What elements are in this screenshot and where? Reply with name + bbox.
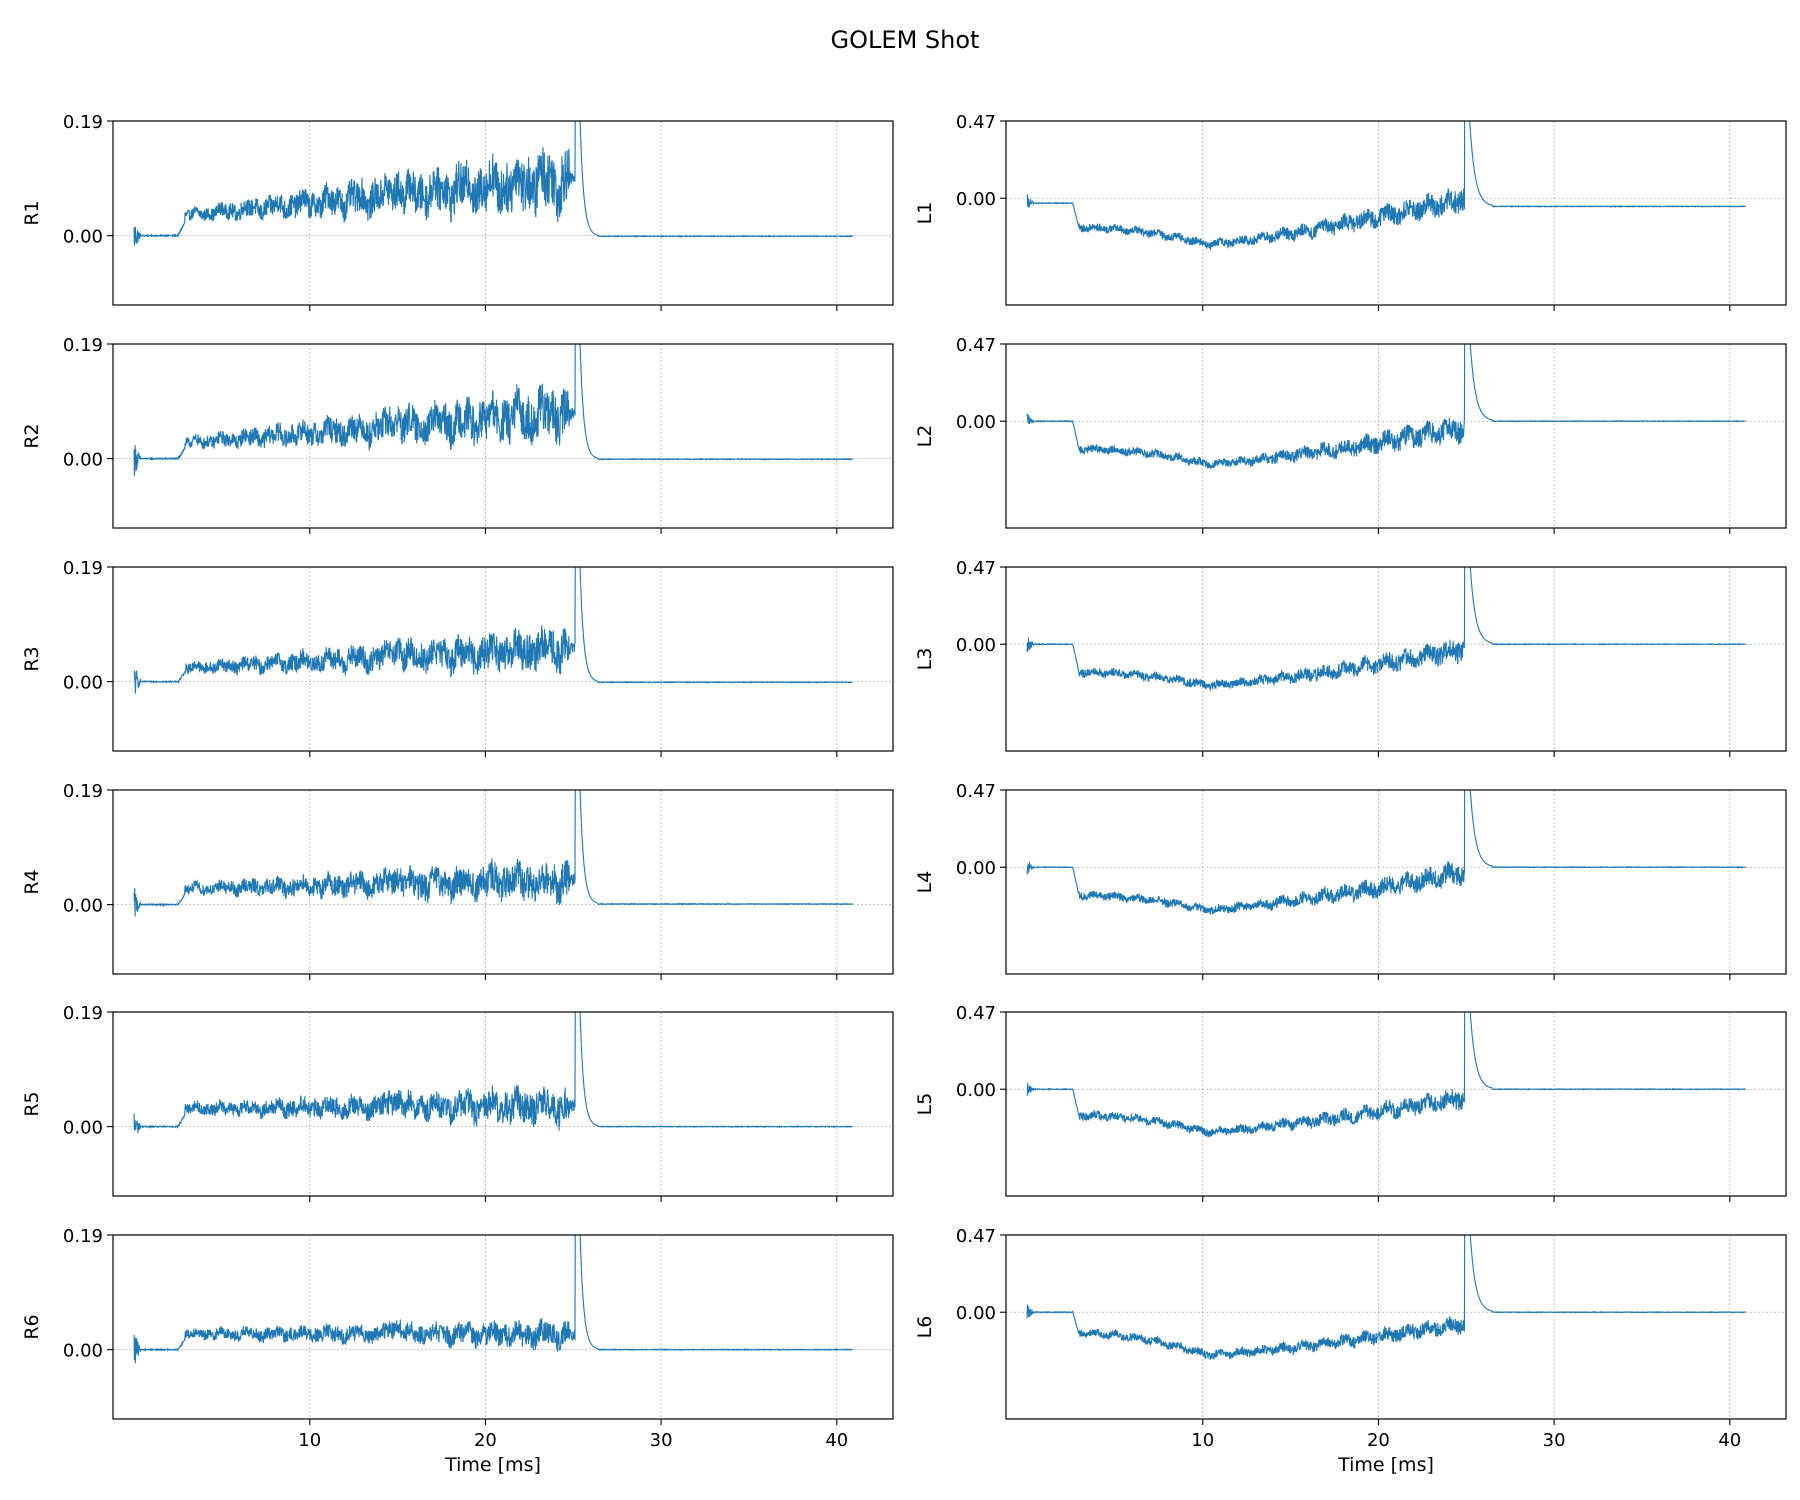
y-axis-label: L1 — [914, 202, 936, 225]
y-tick-label: 0.47 — [956, 1226, 996, 1247]
y-tick-label: 0.19 — [63, 558, 103, 579]
y-axis-label: R5 — [21, 1091, 43, 1116]
y-axis-label: R3 — [21, 646, 43, 671]
y-tick-label: 0.47 — [956, 558, 996, 579]
y-tick-label: 0.47 — [956, 335, 996, 356]
series-line-R3 — [133, 567, 853, 694]
y-tick-label: 0.00 — [956, 1303, 996, 1324]
x-tick-label: 40 — [1718, 1430, 1741, 1451]
series-line-L1 — [1026, 121, 1746, 251]
subplot-grid: 0.00 0.19 R1 0.00 0.19 R2 0.00 0.19 R3 0.00 0.19 R4… — [21, 112, 1787, 1476]
y-axis-label: L5 — [914, 1093, 936, 1116]
series-line-R2 — [133, 344, 854, 476]
subplot-R4: 0.00 0.19 R4 — [21, 781, 894, 980]
series-line-L2 — [1026, 344, 1746, 470]
axes-frame — [1005, 789, 1787, 975]
series-line-L4 — [1026, 790, 1746, 915]
subplot-L1: 0.00 0.47 L1 — [914, 112, 1787, 311]
x-tick-label: 10 — [298, 1430, 321, 1451]
series-line-L6 — [1026, 1235, 1746, 1360]
y-axis-label: R2 — [21, 423, 43, 448]
y-tick-label: 0.00 — [956, 858, 996, 879]
y-tick-label: 0.00 — [63, 896, 103, 917]
series-line-R5 — [133, 1012, 853, 1134]
y-tick-label: 0.00 — [63, 227, 103, 248]
y-axis-label: R4 — [21, 869, 43, 894]
subplot-L4: 0.00 0.47 L4 — [914, 781, 1787, 980]
subplot-L5: 0.00 0.47 L5 — [914, 1003, 1787, 1202]
axes-frame — [1005, 120, 1787, 306]
subplot-L2: 0.00 0.47 L2 — [914, 335, 1787, 534]
y-tick-label: 0.47 — [956, 112, 996, 133]
axes-frame — [1005, 1011, 1787, 1197]
x-tick-label: 30 — [650, 1430, 673, 1451]
y-tick-label: 0.19 — [63, 781, 103, 802]
y-tick-label: 0.00 — [956, 189, 996, 210]
x-tick-label: 40 — [825, 1430, 848, 1451]
axes-frame — [112, 120, 894, 306]
y-tick-label: 0.00 — [956, 635, 996, 656]
axes-frame — [1005, 1234, 1787, 1420]
y-tick-label: 0.19 — [63, 335, 103, 356]
x-tick-label: 30 — [1543, 1430, 1566, 1451]
figure-title: GOLEM Shot — [831, 26, 980, 54]
y-tick-label: 0.19 — [63, 1003, 103, 1024]
x-axis-label: Time [ms] — [1337, 1454, 1434, 1476]
axes-frame — [112, 566, 894, 752]
subplot-R3: 0.00 0.19 R3 — [21, 558, 894, 757]
series-line-R1 — [133, 121, 853, 246]
y-tick-label: 0.00 — [63, 673, 103, 694]
y-tick-label: 0.19 — [63, 112, 103, 133]
axes-frame — [112, 343, 894, 529]
axes-frame — [1005, 343, 1787, 529]
subplot-L3: 0.00 0.47 L3 — [914, 558, 1787, 757]
x-tick-label: 20 — [1367, 1430, 1390, 1451]
y-axis-label: L3 — [914, 648, 936, 671]
series-line-L3 — [1026, 567, 1746, 692]
axes-frame — [112, 789, 894, 975]
x-axis-label: Time [ms] — [444, 1454, 541, 1476]
subplot-R6: 0.00 0.19 10 20 30 40 R6 Time [ms] — [21, 1226, 894, 1476]
series-line-R4 — [133, 790, 854, 917]
series-line-R6 — [133, 1235, 853, 1364]
axes-frame — [112, 1234, 894, 1420]
x-tick-label: 10 — [1191, 1430, 1214, 1451]
x-tick-label: 20 — [474, 1430, 497, 1451]
y-tick-label: 0.00 — [63, 1118, 103, 1139]
y-tick-label: 0.00 — [956, 412, 996, 433]
axes-frame — [1005, 566, 1787, 752]
y-axis-label: R6 — [21, 1314, 43, 1339]
series-line-L5 — [1026, 1012, 1746, 1138]
y-tick-label: 0.00 — [956, 1080, 996, 1101]
axes-frame — [112, 1011, 894, 1197]
y-axis-label: L4 — [914, 871, 936, 894]
y-tick-label: 0.47 — [956, 1003, 996, 1024]
y-tick-label: 0.00 — [63, 1341, 103, 1362]
subplot-R1: 0.00 0.19 R1 — [21, 112, 894, 311]
y-axis-label: L6 — [914, 1316, 936, 1339]
y-tick-label: 0.00 — [63, 450, 103, 471]
subplot-R2: 0.00 0.19 R2 — [21, 335, 894, 534]
y-tick-label: 0.47 — [956, 781, 996, 802]
y-tick-label: 0.19 — [63, 1226, 103, 1247]
subplot-R5: 0.00 0.19 R5 — [21, 1003, 894, 1202]
subplot-L6: 0.00 0.47 10 20 30 40 L6 Time [ms] — [914, 1226, 1787, 1476]
y-axis-label: R1 — [21, 200, 43, 225]
y-axis-label: L2 — [914, 425, 936, 448]
